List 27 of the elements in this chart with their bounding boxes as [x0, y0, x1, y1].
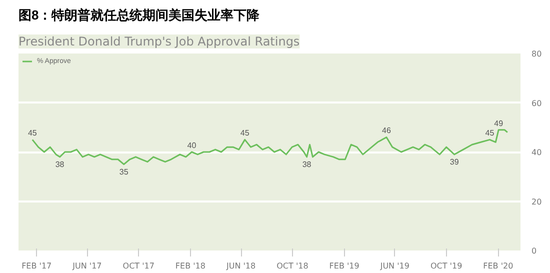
annotation: 45 [240, 128, 250, 138]
x-tick-label: FEB '19 [329, 262, 360, 270]
x-tick-label: JUN '17 [72, 262, 102, 270]
annotation: 40 [187, 141, 197, 150]
annotation: 39 [450, 157, 460, 166]
annotation: 46 [382, 126, 392, 136]
x-tick-label: JUN '18 [225, 262, 256, 270]
x-tick-label: FEB '17 [22, 262, 52, 270]
x-tick-label: OCT '19 [430, 262, 462, 270]
y-tick-label: 20 [532, 197, 542, 206]
annotation: 49 [494, 118, 504, 128]
y-tick-label: 60 [532, 98, 542, 108]
y-tick-label: 40 [532, 148, 542, 157]
x-tick-label: OCT '18 [276, 262, 308, 270]
chart-subtitle: President Donald Trump's Job Approval Ratings [18, 34, 300, 48]
x-tick-label: JUN '19 [379, 262, 410, 270]
x-tick-label: FEB '18 [175, 262, 206, 270]
annotation: 38 [55, 160, 65, 169]
x-tick-label: FEB '20 [483, 262, 514, 270]
chart-title: 图8：特朗普就任总统期间美国失业率下降 [18, 8, 261, 22]
y-tick-label: 0 [532, 246, 537, 256]
x-tick-label: OCT '17 [122, 262, 154, 270]
y-tick-label: 80 [532, 50, 542, 58]
annotation: 35 [119, 167, 129, 176]
annotation: 45 [485, 128, 495, 138]
annotation: 38 [302, 160, 312, 169]
annotation: 45 [28, 128, 38, 138]
